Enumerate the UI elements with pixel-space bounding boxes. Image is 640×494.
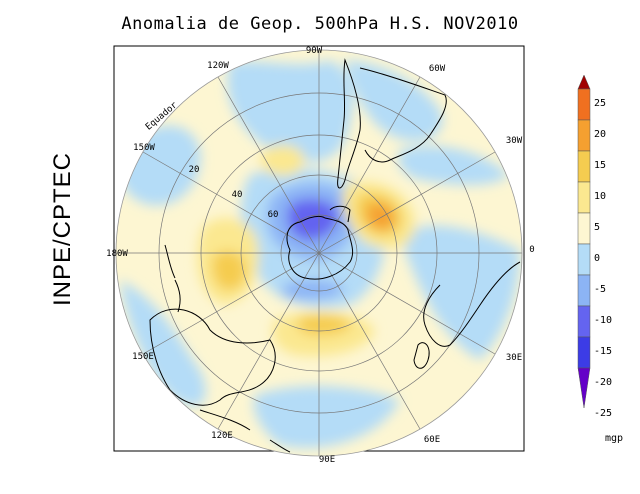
colorbar-cell <box>577 119 591 152</box>
neg-anomaly-southwest <box>120 280 206 407</box>
lon-label-120e: 120E <box>211 431 233 441</box>
colorbar-cell <box>577 88 591 121</box>
colorbar-cap-top <box>577 74 591 90</box>
neg-anomaly-core <box>287 199 339 240</box>
neg-anomaly-southatlantic <box>398 146 510 185</box>
pos-anomaly-west-mid <box>212 251 247 291</box>
colorbar-cell <box>577 150 591 183</box>
colorbar-cell <box>577 336 591 369</box>
lat-label-60: 60 <box>268 210 279 220</box>
lon-label-90e: 90E <box>319 455 335 465</box>
lon-label-150e: 150E <box>132 352 154 362</box>
colorbar-tick-label: -15 <box>594 346 612 357</box>
lon-label-30w: 30W <box>506 136 523 146</box>
colorbar-tick-label: -20 <box>594 377 612 388</box>
colorbar-tick-label: 5 <box>594 222 600 233</box>
map-disc-border <box>115 49 523 457</box>
lon-label-60e: 60E <box>424 435 440 445</box>
lon-label-150w: 150W <box>133 143 155 153</box>
lon-label-120w: 120W <box>207 61 229 71</box>
lon-label-60w: 60W <box>429 64 446 74</box>
colorbar-tick-label: -10 <box>594 315 612 326</box>
colorbar-cell <box>577 243 591 276</box>
colorbar-tick-label: 25 <box>594 98 606 109</box>
lon-label-0: 0 <box>529 245 534 255</box>
colorbar-cell <box>577 212 591 245</box>
pos-anomaly-north <box>260 144 305 177</box>
map-title: Anomalia de Geop. 500hPa H.S. NOV2010 <box>121 14 519 34</box>
colorbar-tick-label: 15 <box>594 160 606 171</box>
lon-label-30e: 30E <box>506 353 522 363</box>
neg-anomaly-north <box>227 60 353 163</box>
colorbar-cells <box>577 74 591 409</box>
colorbar-cap-bottom <box>577 367 591 409</box>
lat-label-20: 20 <box>189 165 200 175</box>
colorbar-cell <box>577 305 591 338</box>
colorbar-tick-label: 0 <box>594 253 600 264</box>
lon-label-90w: 90W <box>306 46 323 56</box>
colorbar-tick-label: -25 <box>594 408 612 419</box>
pos-anomaly-core <box>366 203 395 230</box>
coastlines <box>149 58 521 453</box>
colorbar-tick-label: 20 <box>594 129 606 140</box>
neg-anomaly-south <box>253 385 400 448</box>
colorbar-cell <box>577 181 591 214</box>
lat-label-40: 40 <box>232 190 243 200</box>
colorbar-cell <box>577 274 591 307</box>
colorbar-unit: mgp <box>605 433 623 444</box>
lon-label-180w: 180W <box>106 249 128 259</box>
neg-anomaly-northeast <box>345 60 443 141</box>
neg-anomaly-east <box>400 225 520 360</box>
colorbar-tick-label: -5 <box>594 284 606 295</box>
colorbar-tick-label: 10 <box>594 191 606 202</box>
